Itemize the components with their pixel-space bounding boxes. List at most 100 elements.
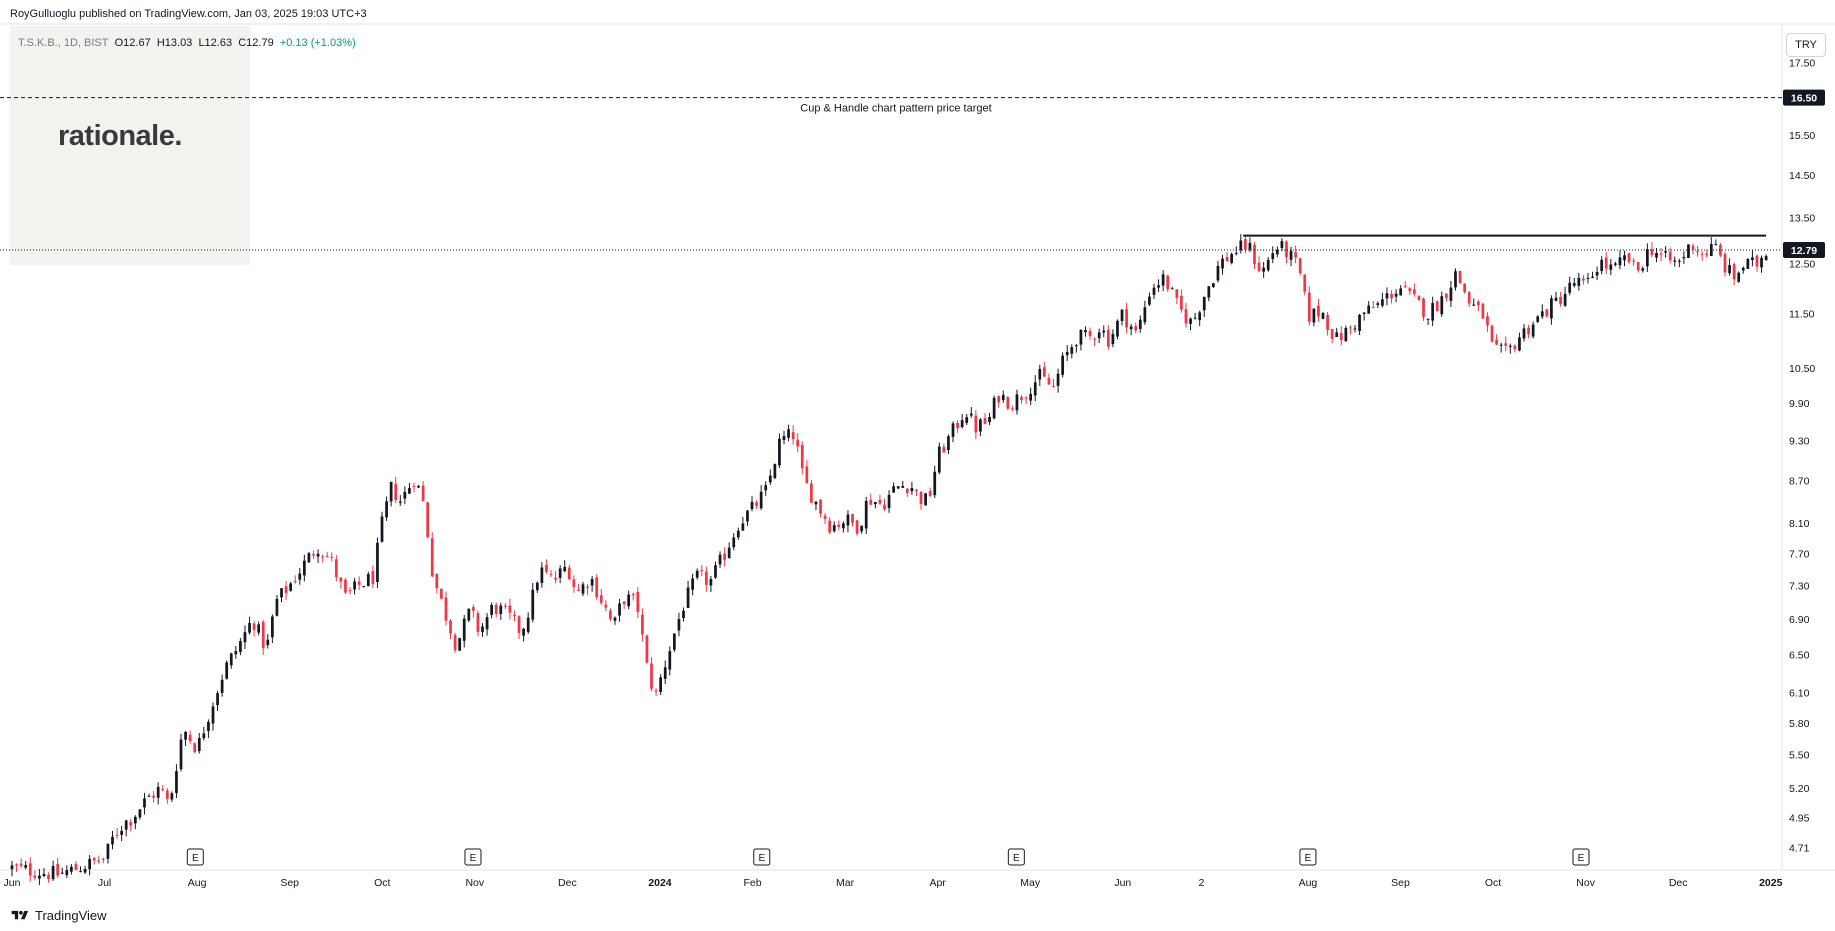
y-tick-label: 6.10 bbox=[1789, 688, 1810, 700]
candle-body bbox=[682, 610, 685, 619]
candle-body bbox=[70, 866, 73, 872]
candle-body bbox=[631, 593, 635, 595]
candle-body bbox=[339, 577, 343, 582]
y-tick-label: 5.20 bbox=[1789, 783, 1810, 795]
candle-body bbox=[1111, 333, 1115, 345]
candle-body bbox=[161, 789, 165, 791]
candle-body bbox=[1317, 305, 1320, 317]
candle-body bbox=[1746, 258, 1750, 269]
x-tick-label: Oct bbox=[1485, 877, 1501, 889]
candle-body bbox=[462, 618, 466, 641]
candle-body bbox=[1390, 293, 1393, 299]
currency-button[interactable]: TRY bbox=[1786, 33, 1826, 57]
candle-body bbox=[842, 523, 845, 529]
candle-body bbox=[1367, 305, 1371, 314]
candle-body bbox=[248, 622, 251, 633]
candle-body bbox=[330, 556, 334, 558]
candle-body bbox=[860, 525, 864, 532]
candle-body bbox=[718, 554, 722, 565]
candle-body bbox=[704, 571, 708, 585]
candle-body bbox=[983, 418, 987, 424]
candle-body bbox=[563, 566, 567, 572]
legend-low: L12.63 bbox=[198, 37, 233, 49]
candle-body bbox=[1212, 283, 1215, 288]
candle-body bbox=[700, 570, 704, 572]
candle-body bbox=[115, 834, 119, 836]
candle-body bbox=[956, 422, 959, 429]
candle-body bbox=[1102, 330, 1106, 333]
candle-body bbox=[741, 523, 745, 531]
candle-body bbox=[1664, 251, 1667, 253]
candle-body bbox=[1641, 268, 1645, 271]
y-tick-label: 17.50 bbox=[1789, 57, 1815, 69]
candle-body bbox=[1385, 293, 1389, 299]
candle-body bbox=[293, 581, 297, 583]
candle-body bbox=[1061, 355, 1065, 375]
candle-body bbox=[1088, 330, 1092, 337]
earnings-marker bbox=[1572, 848, 1590, 866]
candle-body bbox=[1093, 338, 1096, 340]
candle-body bbox=[1052, 385, 1055, 387]
candle-body bbox=[366, 574, 370, 587]
candle-body bbox=[1490, 325, 1494, 342]
candle-body bbox=[1435, 301, 1439, 312]
candle-body bbox=[1335, 332, 1339, 338]
x-tick-label: 2 bbox=[1199, 877, 1205, 889]
candle-body bbox=[599, 595, 603, 603]
candle-body bbox=[1344, 327, 1348, 342]
candle-body bbox=[266, 639, 270, 646]
y-tick-label: 12.50 bbox=[1789, 259, 1815, 271]
candle-body bbox=[1586, 277, 1590, 279]
candle-body bbox=[782, 436, 786, 440]
candle-body bbox=[1422, 298, 1425, 317]
candle-body bbox=[1207, 286, 1211, 298]
candle-body bbox=[1120, 309, 1124, 322]
candle-body bbox=[476, 613, 480, 632]
candle-body bbox=[905, 488, 909, 493]
candle-body bbox=[1180, 295, 1183, 310]
candle-body bbox=[1047, 377, 1051, 385]
candle-body bbox=[1554, 297, 1558, 301]
candle-body bbox=[490, 604, 494, 615]
candle-body bbox=[618, 603, 621, 616]
candle-body bbox=[1065, 351, 1069, 356]
candle-body bbox=[545, 564, 548, 572]
candle-body bbox=[312, 554, 315, 556]
candle-body bbox=[526, 617, 530, 632]
candle-body bbox=[864, 501, 868, 529]
x-tick-label: Dec bbox=[1669, 877, 1688, 889]
candle-body bbox=[1600, 259, 1604, 271]
candle-body bbox=[997, 396, 1001, 403]
candle-body bbox=[878, 499, 882, 504]
annotation-target-text: Cup & Handle chart pattern price target bbox=[800, 103, 991, 115]
candle-body bbox=[129, 821, 133, 826]
candle-body bbox=[284, 586, 288, 594]
candle-body bbox=[403, 491, 407, 499]
candle-body bbox=[535, 582, 539, 591]
candle-body bbox=[417, 486, 420, 488]
candle-body bbox=[1408, 288, 1412, 291]
candle-body bbox=[1161, 274, 1165, 286]
candle-body bbox=[453, 634, 457, 651]
candle-body bbox=[280, 588, 283, 598]
candle-body bbox=[746, 510, 749, 522]
candle-body bbox=[517, 616, 521, 634]
candle-body bbox=[1243, 239, 1247, 250]
candle-body bbox=[1559, 296, 1562, 304]
candle-body bbox=[1043, 367, 1046, 377]
candle-body bbox=[1737, 272, 1741, 282]
candle-body bbox=[1719, 244, 1722, 256]
candle-body bbox=[298, 573, 302, 580]
candle-body bbox=[796, 439, 800, 447]
candle-body bbox=[759, 491, 763, 509]
candle-body bbox=[691, 578, 694, 590]
x-tick-label: Mar bbox=[836, 877, 855, 889]
candle-body bbox=[1728, 265, 1731, 274]
candle-body bbox=[832, 525, 836, 532]
candle-body bbox=[1495, 339, 1498, 345]
candle-body bbox=[24, 865, 28, 868]
tradingview-brand[interactable]: TradingView bbox=[10, 908, 107, 923]
candle-body bbox=[1193, 317, 1197, 319]
y-tick-label: 6.50 bbox=[1789, 650, 1810, 662]
